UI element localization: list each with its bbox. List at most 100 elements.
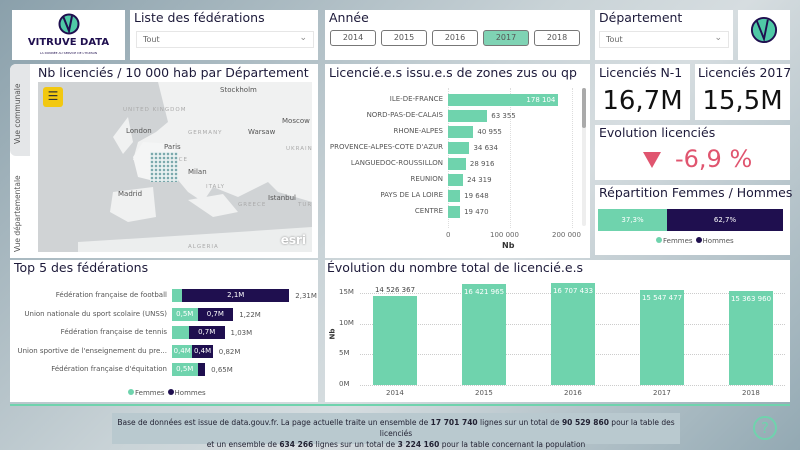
grid-line [360,385,785,386]
year-button-2017[interactable]: 2017 [483,30,529,46]
map-title: Nb licenciés / 10 000 hab par Départemen… [38,65,309,80]
bar-hommes[interactable]: 0,4M [192,344,213,358]
data-label: 16 707 433 [552,286,594,295]
legend-dot-icon [695,237,702,243]
segment-label: 62,7% [713,216,737,224]
year-button-2014[interactable]: 2014 [330,30,376,46]
scrollbar-thumb[interactable] [582,88,586,128]
bar-femmes[interactable] [172,326,189,339]
legend-label: Hommes [702,237,734,245]
total-label: 2,31M [295,292,317,300]
category-label: CENTRE [414,207,443,215]
hamburger-icon: ☰ [47,89,59,103]
bar-hommes[interactable] [197,363,206,376]
bar[interactable] [462,284,506,385]
bar-hommes[interactable]: 2,1M [182,289,290,302]
departement-dropdown[interactable]: Tout ⌄ [599,31,729,48]
scrollbar[interactable] [582,88,586,226]
bar[interactable] [448,142,470,154]
year-button-2016[interactable]: 2016 [432,30,478,46]
data-label: 63 355 [491,112,516,120]
bar-femmes[interactable]: 0,5M [172,363,198,376]
bar[interactable] [448,126,474,138]
legend-dot-icon [656,237,662,243]
map-place-label: London [126,127,152,135]
bar[interactable] [551,282,595,385]
kpi-value: -6,9 % [675,145,753,173]
data-label: 178 104 [526,96,556,104]
logo-panel: VITRUVE DATA LA DONNÉE AU SERVICE DE L'H… [12,10,125,60]
bar-femmes[interactable]: 0,4M [172,344,193,358]
bar[interactable] [448,94,559,106]
total-label: 0,65M [211,366,233,374]
legend-label: Femmes [663,237,693,245]
bar[interactable] [729,290,773,385]
tab-label: Vue communale [13,83,22,145]
data-label: 0,7M [198,328,216,336]
year-button-2015[interactable]: 2015 [381,30,427,46]
help-button[interactable]: ? [753,416,777,440]
grid-line [510,88,511,228]
map-place-label: UNITED KINGDOM [123,107,187,113]
total-label: 1,03M [230,329,253,337]
legend-label: Femmes [135,389,165,397]
federations-slicer: Liste des fédérations Tout ⌄ [130,10,318,60]
year-button-2018[interactable]: 2018 [534,30,580,46]
data-label: 0,5M [176,309,194,318]
bar-hommes[interactable]: 0,7M [188,326,225,339]
data-label: 14 526 367 [374,285,416,294]
category-label: Fédération française d'équitation [51,365,167,373]
total-label: 1,22M [239,310,261,319]
help-icon: ? [761,419,769,437]
footer-text: lignes sur un total de [477,418,562,427]
kpi-value: 15,5M [702,86,783,116]
data-label: 2,1M [227,291,245,299]
grid-line [572,88,573,228]
bar[interactable] [448,158,466,170]
category-label: LANGUEDOC-ROUSSILLON [350,159,443,167]
tab-vue-communale[interactable]: Vue communale [10,64,30,156]
data-label: 28 916 [469,160,495,168]
category-label: PROVENCE-ALPES-COTE D'AZUR [329,143,443,151]
map-place-label: Milan [188,168,207,176]
bar-femmes[interactable]: 0,5M [172,307,198,321]
dropdown-value: Tout [606,35,623,44]
map-place-label: GERMANY [188,130,223,136]
kpi-evolution: Evolution licenciés -6,9 % [595,125,790,180]
map-canvas[interactable]: ☰ Stockholm Moscow London GERMANY Warsaw UNIT… [38,82,312,252]
bar[interactable] [448,110,488,122]
bar-femmes[interactable] [172,289,183,302]
bar[interactable] [448,174,464,186]
bar[interactable] [640,289,684,385]
footer-text: et un ensemble de [206,440,280,449]
bar[interactable] [448,190,461,202]
data-label: 34 634 [473,144,498,152]
bar[interactable] [373,295,417,385]
federations-dropdown[interactable]: Tout ⌄ [136,31,314,48]
hommes-segment[interactable]: 62,7% [667,209,783,231]
map-place-label: ALGERIA [188,244,219,250]
footer-text: lignes sur un total de [313,440,398,449]
x-tick-label: 0 [446,231,451,239]
legend-dot-icon [167,389,174,395]
evolution-total-panel: Évolution du nombre total de licencié.e.… [325,260,790,402]
x-tick-label: 200 000 [552,231,581,239]
map-place-label: GREECE [238,202,267,208]
footer-count: 3 224 160 [397,440,440,449]
femmes-segment[interactable]: 37,3% [598,209,667,231]
tab-vue-departementale[interactable]: Vue départementale [10,160,30,256]
logo-tagline: LA DONNÉE AU SERVICE DE L'HUMAIN [39,51,98,55]
repartition-panel: Répartition Femmes / Hommes 37,3% 62,7% Fe… [595,185,792,255]
footer-count: 90 529 860 [561,418,609,427]
bar[interactable] [448,206,461,218]
kpi-licencies-2017: Licenciés 2017 15,5M [695,64,792,120]
slicer-title: Année [329,10,369,25]
category-label: PAYS DE LA LOIRE [380,191,443,199]
bar-hommes[interactable]: 0,7M [197,307,234,321]
esri-logo: esri [280,233,306,247]
y-axis-title: Nb [328,328,337,340]
kpi-title: Licenciés 2017 [698,65,792,80]
x-tick-label: 2018 [742,389,760,397]
kpi-title: Licenciés N-1 [599,65,683,80]
map-menu-button[interactable]: ☰ [43,87,63,107]
